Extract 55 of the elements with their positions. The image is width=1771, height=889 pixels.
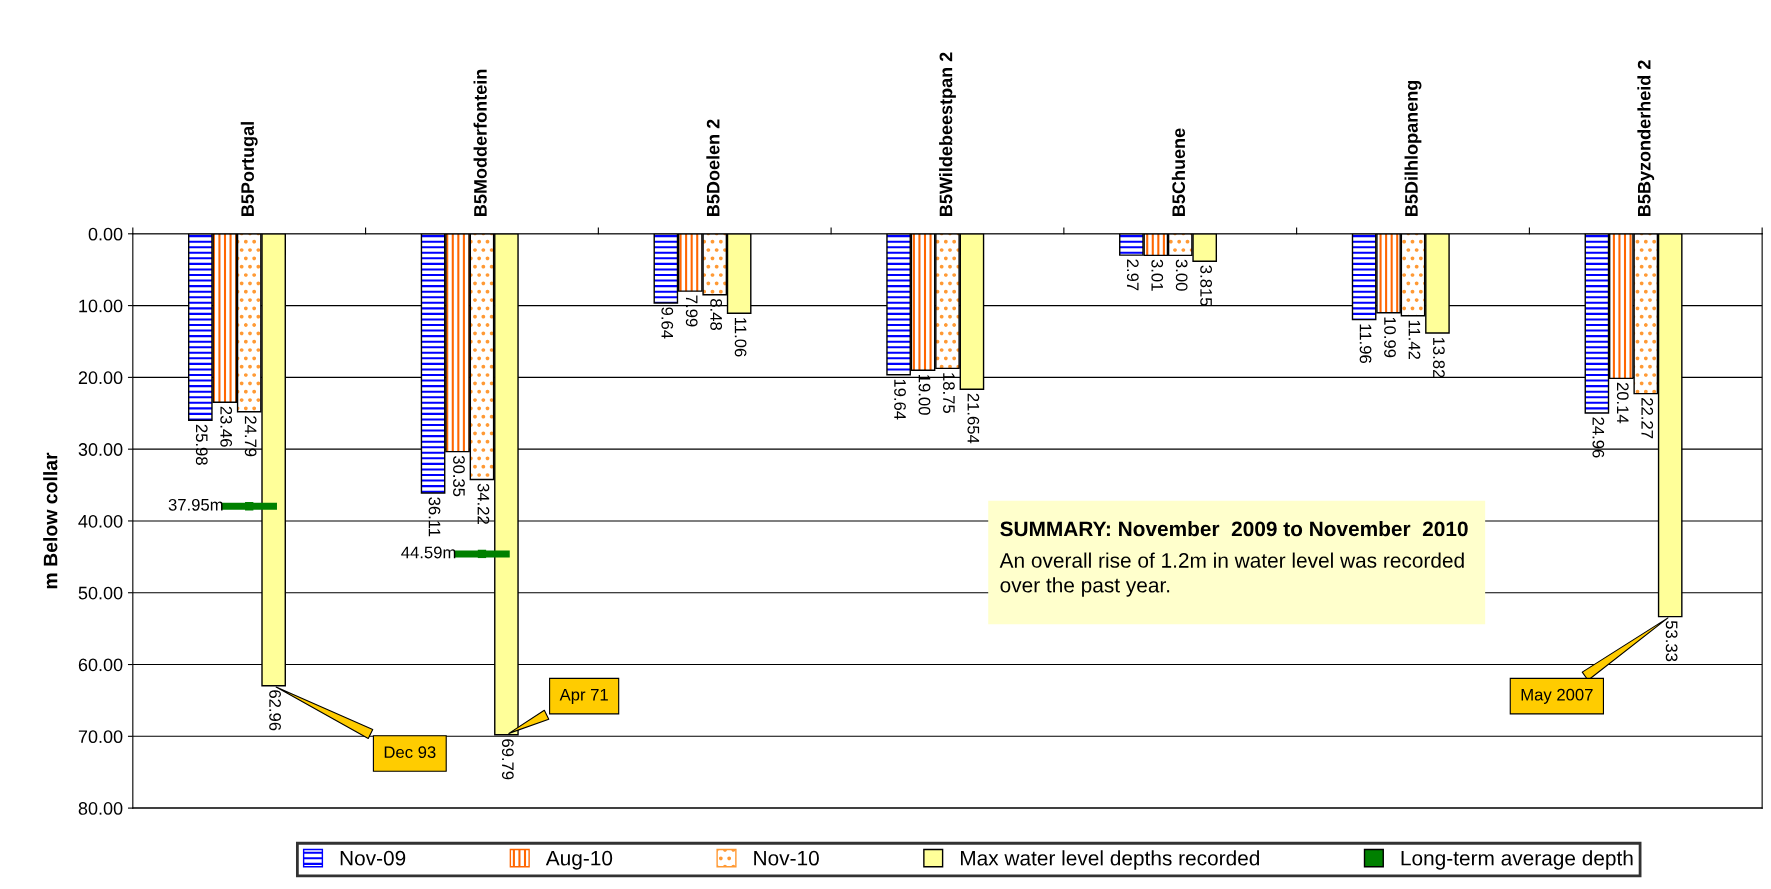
legend-label: Aug-10 <box>545 850 613 870</box>
legend-label: Max water level depths recorded <box>960 850 1260 870</box>
y-tick-label: 30.00 <box>78 443 123 456</box>
x-tick-label: B5Portugal <box>240 122 258 216</box>
x-tick-label: B5Modderfontein <box>473 69 487 216</box>
y-tick-label: 70.00 <box>78 730 123 744</box>
data-label: 25.98 <box>195 424 208 465</box>
data-label: 10.99 <box>1384 317 1396 358</box>
data-label: 2.97 <box>1126 259 1139 291</box>
y-tick-label: 60.00 <box>78 658 123 672</box>
data-label: 3.00 <box>1175 259 1188 291</box>
y-tick-label: 50.00 <box>78 586 123 600</box>
y-tick-label: 10.00 <box>79 299 123 313</box>
data-label: 30.35 <box>453 455 465 497</box>
data-label: 3.815 <box>1200 265 1213 306</box>
data-label: 69.79 <box>501 739 514 780</box>
y-tick-label: 40.00 <box>78 514 123 528</box>
data-label: 53.33 <box>1665 620 1678 662</box>
x-tick-label: B5Chuene <box>1171 128 1186 216</box>
data-label: 11.42 <box>1408 320 1421 360</box>
annotation: Apr 71 <box>559 688 608 704</box>
data-label: 24.79 <box>244 416 257 457</box>
legend-label: Nov-09 <box>340 850 406 866</box>
annotation: Dec 93 <box>384 746 436 759</box>
data-label: 19.64 <box>894 379 906 420</box>
data-label: 37.95m <box>168 498 223 511</box>
annotation: An overall rise of 1.2m in water level was recorded over the past year. <box>999 552 1464 597</box>
data-label: 36.11 <box>428 497 441 537</box>
legend-label: Long-term average depth <box>1401 850 1633 870</box>
data-label: 11.96 <box>1359 324 1372 363</box>
data-label: 22.27 <box>1641 398 1654 439</box>
data-label: 23.46 <box>220 406 233 447</box>
y-tick-label: 20.00 <box>78 371 123 385</box>
data-label: 24.96 <box>1592 417 1605 458</box>
data-label: 21.654 <box>967 393 980 444</box>
x-tick-label: B5Doelen 2 <box>706 119 720 216</box>
annotation: May 2007 <box>1521 688 1593 704</box>
annotation: SUMMARY: November 2009 to November 2010 <box>1000 520 1468 537</box>
x-tick-label: B5Dilhlopaneng <box>1404 80 1422 216</box>
data-label: 34.22 <box>477 483 490 524</box>
y-axis-title: m Below collar <box>43 452 58 589</box>
data-label: 7.99 <box>685 295 698 327</box>
y-tick-label: 0.00 <box>88 227 123 241</box>
data-label: 19.00 <box>918 375 931 415</box>
y-tick-label: 80.00 <box>78 802 123 815</box>
x-tick-label: B5Byzonderheid 2 <box>1637 60 1655 216</box>
data-label: 3.01 <box>1151 259 1164 291</box>
data-label: 20.14 <box>1616 382 1629 424</box>
data-label: 11.06 <box>734 318 747 357</box>
legend-label: Nov-10 <box>754 850 819 866</box>
data-label: 9.64 <box>661 307 674 339</box>
data-label: 13.82 <box>1432 337 1445 378</box>
x-tick-label: B5Wildebeestpan 2 <box>939 52 956 216</box>
data-label: 62.96 <box>269 690 281 731</box>
data-label: 44.59m <box>401 546 456 559</box>
